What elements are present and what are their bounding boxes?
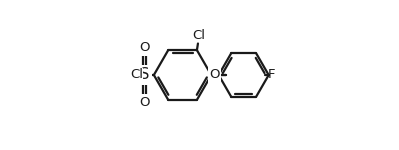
Text: Cl: Cl — [192, 29, 205, 42]
Text: O: O — [209, 69, 220, 81]
Text: O: O — [140, 96, 150, 109]
Text: S: S — [140, 68, 149, 82]
Text: O: O — [140, 41, 150, 54]
Text: F: F — [267, 69, 275, 81]
Text: Cl: Cl — [130, 69, 143, 81]
